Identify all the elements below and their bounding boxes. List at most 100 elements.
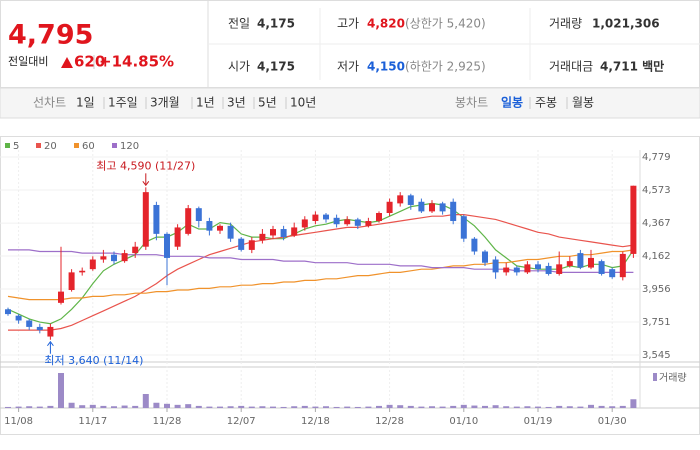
legend-swatch bbox=[112, 143, 117, 148]
candle-body bbox=[79, 270, 86, 273]
legend-swatch bbox=[74, 143, 79, 148]
volume-bar bbox=[418, 406, 425, 408]
volume-bar bbox=[354, 406, 361, 408]
volume-bar bbox=[36, 406, 43, 408]
candle-body bbox=[376, 212, 382, 222]
x-tick-label: 01/30 bbox=[598, 416, 627, 427]
candle-body bbox=[132, 246, 139, 254]
candle-body bbox=[153, 204, 160, 234]
candle-body bbox=[174, 227, 181, 247]
label: 저가 bbox=[337, 60, 359, 74]
volume-bar bbox=[79, 405, 86, 408]
candle-body bbox=[142, 192, 149, 247]
value: 4,175 bbox=[257, 17, 295, 31]
volume-bar bbox=[333, 406, 340, 408]
volume-bar bbox=[450, 405, 457, 408]
y-tick-label: 4,779 bbox=[642, 152, 671, 163]
volume-bar bbox=[206, 406, 213, 408]
volume-bar bbox=[185, 404, 192, 408]
volume-bar bbox=[248, 406, 255, 408]
candle-body bbox=[450, 201, 457, 222]
volume-bar bbox=[15, 406, 22, 408]
volume-bar bbox=[482, 405, 488, 408]
volume-bar bbox=[121, 405, 128, 408]
candle-body bbox=[121, 253, 128, 262]
toolbar-label: 봉차트 bbox=[455, 96, 488, 110]
volume-label: 거래량 bbox=[659, 372, 687, 384]
range-button[interactable]: 5년 bbox=[258, 96, 277, 110]
chart: 3,545 3,751 3,956 4,162 4,367 4,573 4,779 11/08… bbox=[0, 141, 687, 427]
y-tick-label: 3,956 bbox=[642, 284, 671, 295]
candle-body bbox=[460, 216, 467, 239]
volume-bar bbox=[100, 405, 107, 408]
volume-bar bbox=[492, 405, 499, 408]
candle-body bbox=[397, 195, 404, 204]
x-tick-label: 12/07 bbox=[227, 416, 256, 427]
volume-bar bbox=[227, 406, 234, 408]
candle-body bbox=[301, 219, 308, 228]
volume-bar bbox=[588, 404, 594, 408]
candle-body bbox=[248, 240, 255, 250]
candle-body bbox=[270, 229, 276, 236]
candle-body bbox=[598, 261, 605, 274]
label: 고가 bbox=[337, 17, 359, 31]
value: 4,820 bbox=[367, 17, 405, 31]
period-button[interactable]: 일봉 bbox=[501, 96, 523, 110]
candle-body bbox=[259, 233, 266, 241]
arrow-head bbox=[142, 181, 150, 187]
legend-label: 120 bbox=[120, 141, 139, 152]
ma-line bbox=[7, 249, 634, 301]
value: 4,711 백만 bbox=[600, 59, 664, 74]
volume-bar bbox=[365, 406, 372, 408]
period-button[interactable]: 월봉 bbox=[572, 96, 594, 110]
period-button[interactable]: 주봉 bbox=[535, 96, 557, 110]
candle-body bbox=[354, 219, 361, 226]
volume-bar bbox=[301, 405, 308, 408]
legend-swatch bbox=[653, 373, 657, 381]
candle-body bbox=[15, 315, 22, 321]
volume-bar bbox=[513, 406, 520, 408]
candle-body bbox=[407, 195, 414, 205]
candle-body bbox=[206, 221, 213, 231]
range-button[interactable]: 1주일 bbox=[108, 96, 138, 110]
volume-bar bbox=[556, 405, 563, 408]
arrow-head bbox=[47, 340, 54, 347]
candle-body bbox=[89, 259, 96, 270]
volume-bar bbox=[5, 406, 11, 408]
volume-bar bbox=[217, 406, 223, 408]
candle-body bbox=[535, 264, 541, 270]
volume-bar bbox=[291, 406, 298, 408]
volume-bar bbox=[89, 404, 96, 408]
volume-bar bbox=[535, 406, 541, 408]
x-tick-label: 11/28 bbox=[153, 416, 182, 427]
candle-body bbox=[312, 214, 319, 222]
candle-body bbox=[577, 253, 584, 268]
legend-swatch bbox=[5, 143, 10, 148]
volume-bar bbox=[598, 405, 605, 408]
candle-body bbox=[227, 225, 234, 239]
volume-bar bbox=[577, 406, 584, 408]
range-button[interactable]: 1년 bbox=[196, 96, 215, 110]
candle-body bbox=[100, 256, 107, 260]
volume-bar bbox=[47, 405, 54, 408]
range-button[interactable]: 1일 bbox=[76, 96, 95, 110]
label: 거래량 bbox=[549, 17, 582, 31]
range-button[interactable]: 3개월 bbox=[150, 96, 180, 110]
candle-body bbox=[609, 269, 616, 278]
candle-body bbox=[365, 221, 372, 226]
y-tick-label: 4,367 bbox=[642, 218, 671, 229]
volume-bar bbox=[386, 404, 393, 408]
candle-body bbox=[47, 326, 54, 337]
range-button[interactable]: 10년 bbox=[290, 96, 316, 110]
candle-body bbox=[439, 203, 446, 212]
candle-body bbox=[185, 208, 192, 234]
toolbar bbox=[0, 87, 700, 119]
candle-body bbox=[556, 264, 563, 274]
candle-body bbox=[238, 238, 245, 250]
candle-body bbox=[418, 201, 425, 212]
change-pct: +14.85% bbox=[99, 53, 174, 71]
volume-bar bbox=[174, 404, 181, 408]
note: (상한가 5,420) bbox=[405, 17, 486, 31]
range-button[interactable]: 3년 bbox=[227, 96, 246, 110]
legend-swatch bbox=[36, 143, 41, 148]
